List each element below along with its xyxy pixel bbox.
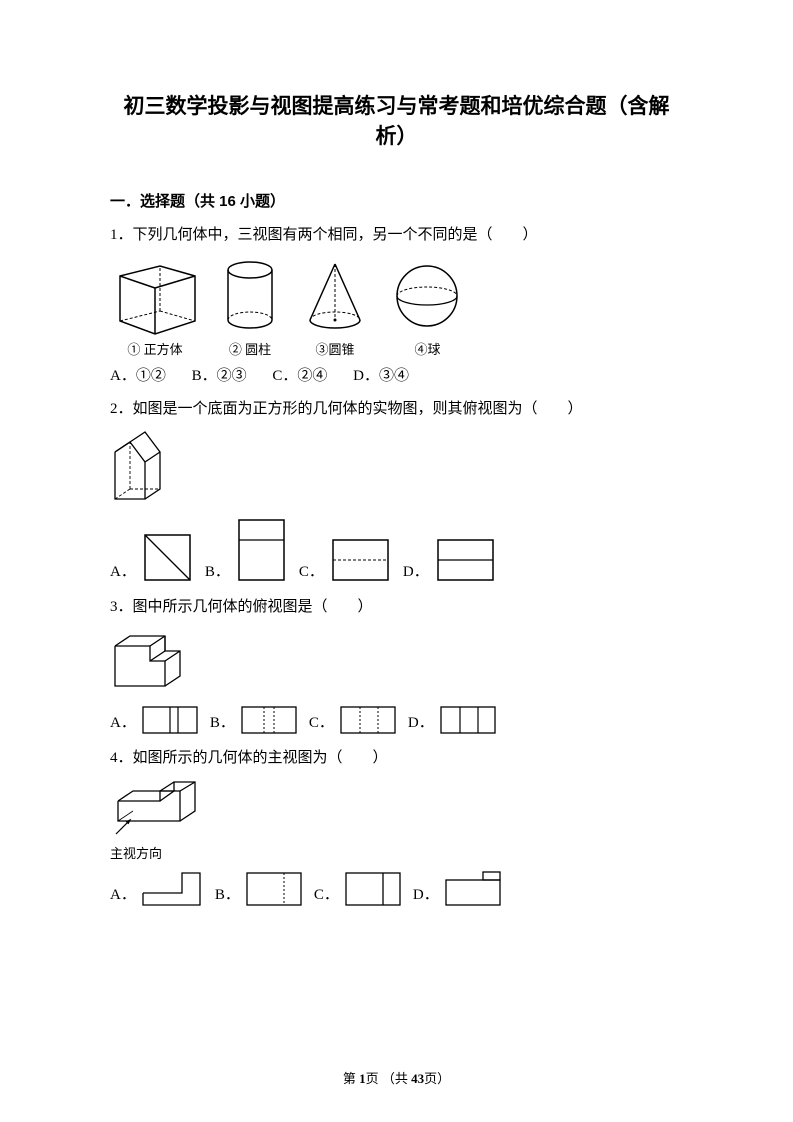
wedge-prism-icon xyxy=(110,427,165,507)
q3-opt-b: B． xyxy=(210,704,299,736)
q3-opt-a-label: A． xyxy=(110,711,136,732)
q1-label-1: ① 正方体 xyxy=(110,339,200,358)
q4-opt-a-label: A． xyxy=(110,883,136,904)
q2-opt-c: C． xyxy=(299,535,393,585)
cube-icon xyxy=(110,256,200,336)
q4-figure: 主视方向 xyxy=(110,776,683,862)
footer-suffix: 页） xyxy=(424,1071,450,1086)
q4-opt-c-label: C． xyxy=(314,883,339,904)
q2-opt-a: A． xyxy=(110,530,195,585)
q1-fig-cube: ① 正方体 xyxy=(110,256,200,358)
q3-text: 3．图中所示几何体的俯视图是（ ） xyxy=(110,593,683,622)
q4-shape-c xyxy=(343,868,403,908)
q4-opt-b-label: B． xyxy=(215,883,240,904)
q1-label-3: ③圆锥 xyxy=(300,339,370,358)
q3-opt-b-label: B． xyxy=(210,711,235,732)
sphere-icon xyxy=(390,256,465,336)
step-block-icon xyxy=(110,776,205,841)
footer-mid: 页 （共 xyxy=(366,1071,412,1086)
q3-shape-b xyxy=(239,704,299,736)
q1-label-2: ② 圆柱 xyxy=(220,339,280,358)
q1-opt-c: C．②④ xyxy=(272,364,327,385)
q3-shape-c xyxy=(338,704,398,736)
q2-figure xyxy=(110,427,683,507)
q3-shape-a xyxy=(140,704,200,736)
q3-opt-d-label: D． xyxy=(408,711,434,732)
q4-opt-b: B． xyxy=(215,868,304,908)
cone-icon xyxy=(300,256,370,336)
q2-shape-b xyxy=(234,515,289,585)
q1-opt-d: D．③④ xyxy=(353,364,409,385)
q3-figure xyxy=(110,626,683,696)
q4-opt-d: D． xyxy=(413,868,503,908)
q3-opt-c-label: C． xyxy=(309,711,334,732)
q2-opt-c-label: C． xyxy=(299,560,324,581)
q4-mainview-label: 主视方向 xyxy=(110,843,683,862)
q3-shape-d xyxy=(438,704,498,736)
q1-fig-cone: ③圆锥 xyxy=(300,256,370,358)
footer-total: 43 xyxy=(411,1071,424,1086)
q4-opt-c: C． xyxy=(314,868,403,908)
q4-opt-d-label: D． xyxy=(413,883,439,904)
q4-options-row: A． B． C． D． xyxy=(110,868,683,908)
q4-shape-b xyxy=(244,868,304,908)
q2-opt-a-label: A． xyxy=(110,560,136,581)
footer-prefix: 第 xyxy=(343,1071,359,1086)
q4-shape-d xyxy=(443,868,503,908)
page: 初三数学投影与视图提高练习与常考题和培优综合题（含解析） 一．选择题（共 16 … xyxy=(0,0,793,1122)
q3-opt-d: D． xyxy=(408,704,498,736)
q2-shape-d xyxy=(433,535,498,585)
q4-opt-a: A． xyxy=(110,868,205,908)
cylinder-icon xyxy=(220,256,280,336)
q2-text: 2．如图是一个底面为正方形的几何体的实物图，则其俯视图为（ ） xyxy=(110,395,683,424)
q3-opt-c: C． xyxy=(309,704,398,736)
q1-opt-b: B．②③ xyxy=(192,364,247,385)
q4-shape-a xyxy=(140,868,205,908)
section-heading: 一．选择题（共 16 小题） xyxy=(110,190,683,211)
q2-opt-d-label: D． xyxy=(403,560,429,581)
q4-text: 4．如图所示的几何体的主视图为（ ） xyxy=(110,744,683,773)
q2-opt-b-label: B． xyxy=(205,560,230,581)
q2-opt-b: B． xyxy=(205,515,289,585)
q2-options-row: A． B． C． D． xyxy=(110,515,683,585)
notched-block-icon xyxy=(110,626,190,696)
q1-label-4: ④球 xyxy=(390,339,465,358)
q1-fig-cylinder: ② 圆柱 xyxy=(220,256,280,358)
page-footer: 第 1页 （共 43页） xyxy=(0,1068,793,1087)
q1-options: A．①② B．②③ C．②④ D．③④ xyxy=(110,364,683,385)
q1-fig-sphere: ④球 xyxy=(390,256,465,358)
q2-shape-a xyxy=(140,530,195,585)
q1-opt-a: A．①② xyxy=(110,364,166,385)
q2-shape-c xyxy=(328,535,393,585)
q1-text: 1．下列几何体中，三视图有两个相同，另一个不同的是（ ） xyxy=(110,221,683,250)
q1-figures: ① 正方体 ② 圆柱 ③圆锥 xyxy=(110,256,683,358)
q2-opt-d: D． xyxy=(403,535,498,585)
q3-options-row: A． B． C． D． xyxy=(110,704,683,736)
doc-title: 初三数学投影与视图提高练习与常考题和培优综合题（含解析） xyxy=(110,90,683,150)
q3-opt-a: A． xyxy=(110,704,200,736)
